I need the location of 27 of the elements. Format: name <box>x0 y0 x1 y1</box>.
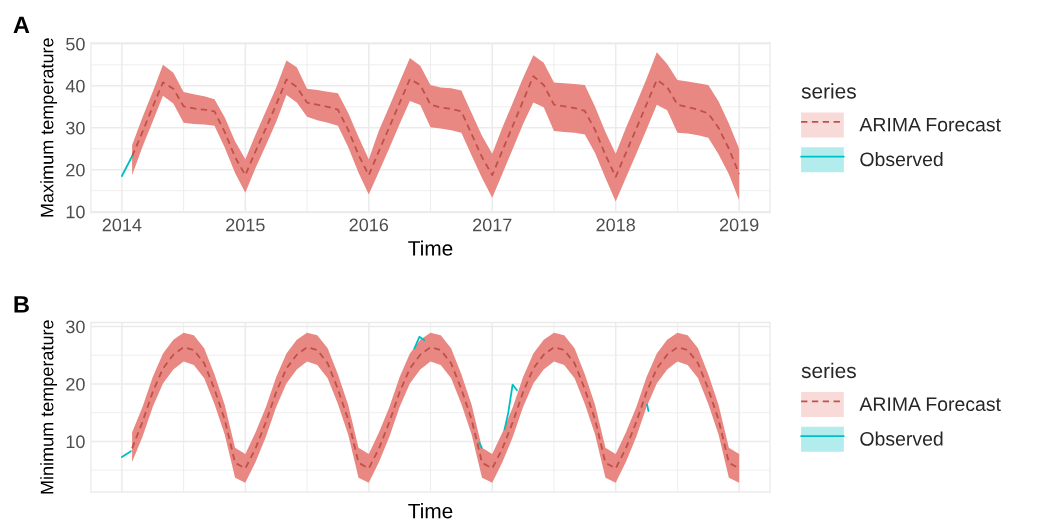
y-tick-label: 50 <box>66 37 85 51</box>
x-tick-label: 2018 <box>596 218 635 232</box>
y-tick-label: 30 <box>66 121 85 135</box>
x-tick-label: 2015 <box>226 218 265 232</box>
legend-title: series <box>801 83 856 99</box>
chart-title: B <box>14 296 29 313</box>
legend-label: Observed <box>860 151 943 167</box>
legend-label: ARIMA Forecast <box>859 397 1001 412</box>
y-tick-label: 10 <box>66 205 85 219</box>
y-tick-label: 30 <box>66 320 85 334</box>
x-tick-label: 2014 <box>102 218 142 232</box>
x-axis-title: Time <box>408 240 453 256</box>
y-axis-title: Maximum temperature <box>40 38 58 217</box>
x-axis-title: Time <box>408 503 453 519</box>
legend-label: ARIMA Forecast <box>859 117 1001 132</box>
legend-title: series <box>801 362 856 379</box>
y-axis-title: Minimum temperature <box>40 320 58 494</box>
line-series <box>131 75 741 178</box>
x-tick-label: 2017 <box>473 218 512 232</box>
y-tick-label: 20 <box>66 163 85 177</box>
y-tick-label: 20 <box>66 377 85 391</box>
x-tick-label: 2016 <box>349 218 389 232</box>
legend-label: Observed <box>860 431 943 446</box>
x-tick-label: 2019 <box>719 218 759 232</box>
chart-title: A <box>13 16 30 34</box>
y-tick-label: 40 <box>65 79 85 93</box>
y-tick-label: 10 <box>66 435 85 449</box>
